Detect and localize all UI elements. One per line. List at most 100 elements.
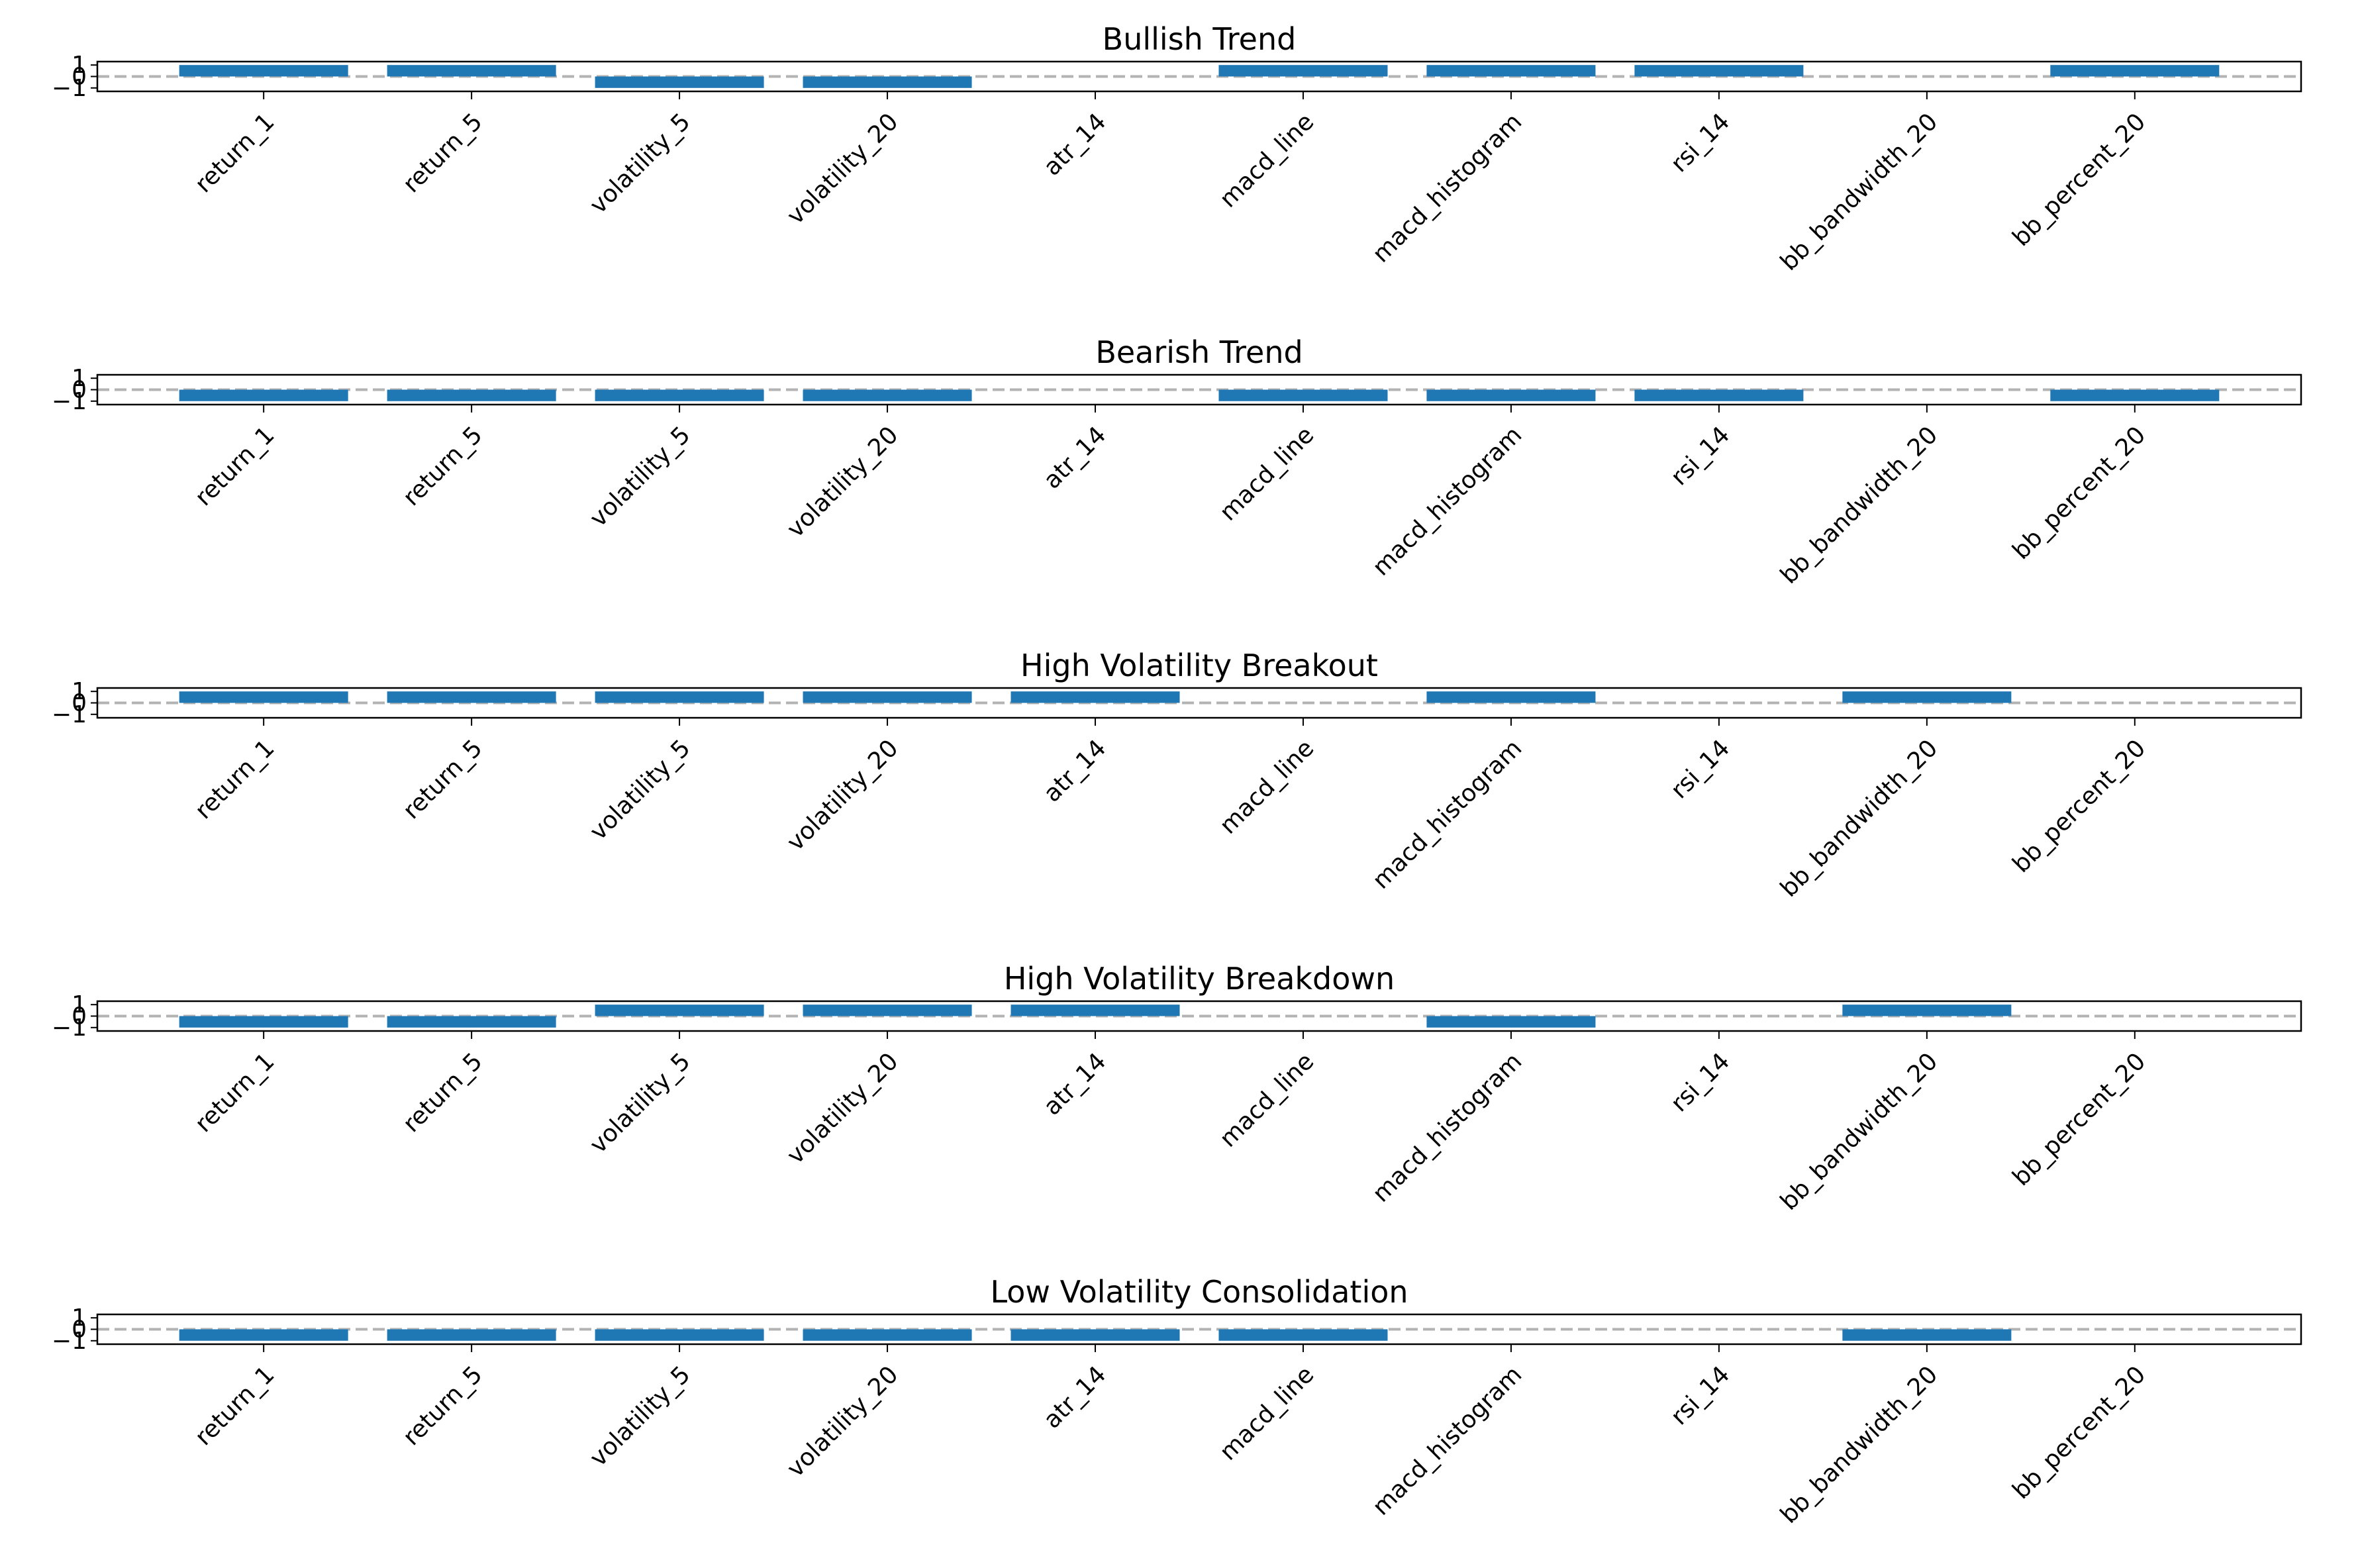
xtick-label: bb_bandwidth_20 xyxy=(1775,734,1943,902)
xtick-label: bb_bandwidth_20 xyxy=(1775,1361,1943,1528)
bar-volatility_20 xyxy=(803,1329,972,1341)
xtick-label: return_1 xyxy=(190,108,280,198)
xtick-label: macd_histogram xyxy=(1367,1048,1527,1207)
bar-volatility_5 xyxy=(595,76,764,88)
bar-return_1 xyxy=(179,691,348,703)
xtick-label: atr_14 xyxy=(1038,1361,1111,1434)
bar-volatility_5 xyxy=(595,1329,764,1341)
xtick-label: atr_14 xyxy=(1038,1048,1111,1120)
ytick-label: −1 xyxy=(52,701,87,728)
xtick-label: rsi_14 xyxy=(1665,734,1735,804)
xtick-label: macd_line xyxy=(1214,108,1319,213)
xtick-label: volatility_20 xyxy=(782,421,904,543)
bar-return_5 xyxy=(387,389,556,401)
subplot-1: Bullish Trend −101 return_1 return_5 volatil… xyxy=(52,21,2302,276)
bar-bb_percent_20 xyxy=(2050,389,2220,401)
ytick-label: 0 xyxy=(72,690,87,717)
subplot-3: High Volatility Breakout −101 return_1 retu… xyxy=(52,648,2302,903)
xtick-label: macd_histogram xyxy=(1367,734,1527,894)
xtick-label: return_5 xyxy=(398,734,488,824)
xtick-label: volatility_20 xyxy=(782,734,904,856)
xtick-label: volatility_5 xyxy=(585,108,695,219)
ytick-label: −1 xyxy=(52,1328,87,1355)
bar-bb_bandwidth_20 xyxy=(1842,1004,2012,1016)
bar-bb_bandwidth_20 xyxy=(1842,1329,2012,1341)
xtick-label: return_5 xyxy=(398,1361,488,1451)
ytick-label: 1 xyxy=(72,678,87,705)
xtick-label: return_1 xyxy=(190,1048,280,1138)
panel-title: Bullish Trend xyxy=(1103,21,1297,57)
xtick-label: bb_bandwidth_20 xyxy=(1775,1048,1943,1215)
subplot-5: Low Volatility Consolidation −101 return_1… xyxy=(52,1274,2302,1529)
bar-macd_line xyxy=(1218,389,1388,401)
xtick-label: macd_line xyxy=(1214,421,1319,526)
xtick-label: volatility_20 xyxy=(782,1048,904,1169)
xtick-label: atr_14 xyxy=(1038,108,1111,181)
xtick-label: volatility_20 xyxy=(782,1361,904,1483)
xtick-label: volatility_20 xyxy=(782,108,904,230)
xtick-label: rsi_14 xyxy=(1665,421,1735,491)
xtick-label: bb_percent_20 xyxy=(2008,1361,2151,1504)
xtick-label: atr_14 xyxy=(1038,421,1111,494)
bar-macd_histogram xyxy=(1426,389,1596,401)
xtick-label: bb_percent_20 xyxy=(2008,1048,2151,1191)
xtick-label: bb_bandwidth_20 xyxy=(1775,421,1943,589)
bar-volatility_5 xyxy=(595,1004,764,1016)
xtick-label: bb_percent_20 xyxy=(2008,734,2151,878)
xtick-label: macd_line xyxy=(1214,1048,1319,1152)
bar-macd_histogram xyxy=(1426,691,1596,703)
xtick-label: rsi_14 xyxy=(1665,1048,1735,1117)
ytick-label: 1 xyxy=(72,991,87,1018)
bar-return_1 xyxy=(179,65,348,77)
xtick-label: return_5 xyxy=(398,421,488,511)
bar-rsi_14 xyxy=(1634,65,1804,77)
panel-title: High Volatility Breakout xyxy=(1020,648,1378,683)
ytick-label: −1 xyxy=(52,75,87,102)
xtick-label: return_1 xyxy=(190,1361,280,1451)
xtick-label: macd_histogram xyxy=(1367,1361,1527,1520)
bar-volatility_20 xyxy=(803,389,972,401)
xtick-label: bb_bandwidth_20 xyxy=(1775,108,1943,275)
bar-return_5 xyxy=(387,1329,556,1341)
bar-return_1 xyxy=(179,1016,348,1028)
bar-atr_14 xyxy=(1010,691,1180,703)
xtick-label: macd_line xyxy=(1214,734,1319,839)
bar-bb_bandwidth_20 xyxy=(1842,691,2012,703)
xtick-label: macd_line xyxy=(1214,1361,1319,1465)
ytick-label: 1 xyxy=(72,52,87,79)
bar-volatility_20 xyxy=(803,1004,972,1016)
xtick-label: macd_histogram xyxy=(1367,108,1527,268)
bar-macd_line xyxy=(1218,1329,1388,1341)
xtick-label: volatility_5 xyxy=(585,734,695,845)
subplot-2: Bearish Trend −101 return_1 return_5 volatil… xyxy=(52,334,2302,589)
xtick-label: return_5 xyxy=(398,1048,488,1138)
ytick-label: 0 xyxy=(72,1003,87,1030)
panel-title: Low Volatility Consolidation xyxy=(990,1274,1408,1310)
bar-volatility_5 xyxy=(595,691,764,703)
bar-return_1 xyxy=(179,389,348,401)
subplot-4: High Volatility Breakdown −101 return_1 ret… xyxy=(52,961,2302,1216)
ytick-label: 0 xyxy=(72,1316,87,1344)
bar-atr_14 xyxy=(1010,1004,1180,1016)
bar-bb_percent_20 xyxy=(2050,65,2220,77)
panel-title: High Volatility Breakdown xyxy=(1004,961,1395,997)
xtick-label: volatility_5 xyxy=(585,1048,695,1158)
xtick-label: atr_14 xyxy=(1038,734,1111,807)
bar-volatility_5 xyxy=(595,389,764,401)
ytick-label: −1 xyxy=(52,388,87,415)
bar-macd_histogram xyxy=(1426,65,1596,77)
bar-return_1 xyxy=(179,1329,348,1341)
ytick-label: −1 xyxy=(52,1014,87,1042)
xtick-label: bb_percent_20 xyxy=(2008,108,2151,252)
ytick-label: 1 xyxy=(72,1304,87,1332)
bar-volatility_20 xyxy=(803,691,972,703)
bar-atr_14 xyxy=(1010,1329,1180,1341)
xtick-label: rsi_14 xyxy=(1665,108,1735,177)
ytick-label: 0 xyxy=(72,377,87,404)
bar-macd_line xyxy=(1218,65,1388,77)
bar-volatility_20 xyxy=(803,76,972,88)
bar-macd_histogram xyxy=(1426,1016,1596,1028)
xtick-label: volatility_5 xyxy=(585,1361,695,1471)
xtick-label: rsi_14 xyxy=(1665,1361,1735,1430)
